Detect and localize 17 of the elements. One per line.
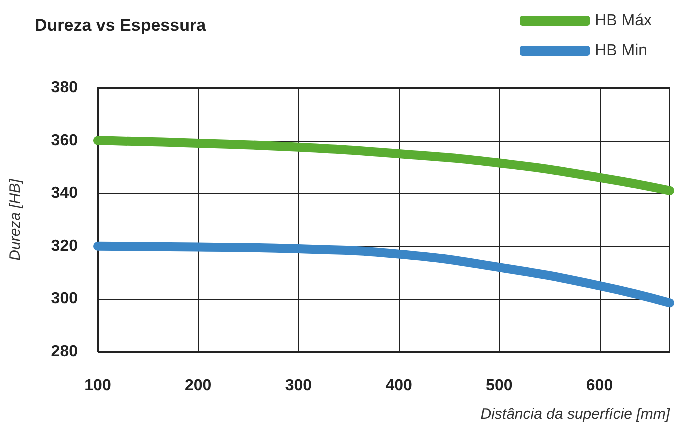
x-tick-label: 300 <box>285 378 312 394</box>
x-tick-label: 600 <box>586 378 614 394</box>
y-tick-label: 300 <box>51 290 78 308</box>
y-axis-title: Dureza [HB] <box>7 178 24 261</box>
y-tick-label: 380 <box>51 80 78 96</box>
x-tick-label: 100 <box>84 378 112 394</box>
chart-title: Dureza vs Espessura <box>35 16 207 35</box>
y-tick-label: 280 <box>51 344 78 360</box>
x-axis-title: Distância da superfície [mm] <box>480 406 671 423</box>
x-tick-label: 500 <box>486 378 513 394</box>
x-tick-label: 200 <box>185 378 212 394</box>
x-tick-label: 400 <box>386 378 412 394</box>
y-tick-label: 320 <box>51 238 78 255</box>
y-tick-label: 340 <box>51 185 78 202</box>
y-tick-label: 360 <box>51 132 78 150</box>
legend-label: HB Min <box>595 42 648 60</box>
legend-label: HB Máx <box>595 12 652 30</box>
